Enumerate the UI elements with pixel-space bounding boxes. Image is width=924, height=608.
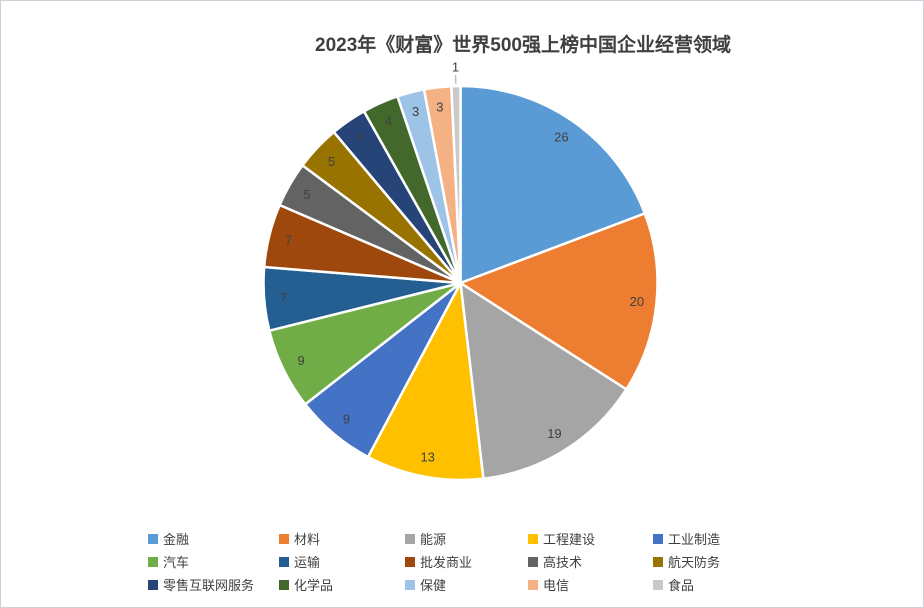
legend-swatch-icon (148, 579, 158, 590)
chart-title: 2023年《财富》世界500强上榜中国企业经营领域 (315, 35, 731, 56)
legend-swatch-icon (279, 579, 289, 590)
legend-swatch-icon (279, 556, 289, 567)
legend-item-工业制造: 工业制造 (653, 529, 803, 548)
data-label-零售互联网服务: 4 (356, 130, 363, 145)
pie-slice-材料 (459, 212, 659, 391)
data-label-材料: 20 (630, 294, 644, 309)
pie-slice-金融 (459, 84, 647, 285)
legend-label: 工程建设 (543, 532, 596, 547)
legend-swatch-icon (279, 533, 289, 544)
legend-item-工程建设: 工程建设 (528, 529, 653, 548)
legend-item-批发商业: 批发商业 (405, 552, 528, 571)
data-label-化学品: 4 (385, 114, 392, 129)
data-label-保健: 3 (412, 104, 419, 119)
legend-swatch-icon (148, 556, 158, 567)
legend-item-能源: 能源 (405, 529, 528, 548)
data-label-电信: 3 (436, 99, 443, 114)
legend-label: 运输 (294, 555, 321, 570)
legend-label: 电信 (543, 578, 570, 593)
data-label-食品: 1 (452, 60, 459, 75)
legend-swatch-icon (653, 556, 663, 567)
data-label-高技术: 5 (303, 187, 310, 202)
chart-legend: 金融 材料 能源 工程建设 工业制造汽车 运输 批发商业 高技术 航天防务零售互联网服务 化学品 保… (148, 527, 803, 596)
legend-label: 高技术 (543, 555, 583, 570)
data-label-运输: 7 (280, 290, 287, 305)
legend-swatch-icon (148, 533, 158, 544)
data-label-金融: 26 (554, 130, 568, 145)
legend-label: 零售互联网服务 (163, 578, 255, 593)
legend-swatch-icon (405, 533, 415, 544)
legend-item-材料: 材料 (279, 529, 405, 548)
legend-label: 航天防务 (668, 555, 721, 570)
legend-swatch-icon (653, 533, 663, 544)
legend-label: 化学品 (294, 578, 334, 593)
legend-swatch-icon (653, 579, 663, 590)
legend-item-保健: 保健 (405, 575, 528, 594)
legend-label: 工业制造 (668, 532, 721, 547)
data-label-航天防务: 5 (328, 154, 335, 169)
legend-swatch-icon (528, 533, 538, 544)
legend-item-航天防务: 航天防务 (653, 552, 803, 571)
legend-swatch-icon (405, 579, 415, 590)
pie-slice-食品 (450, 84, 462, 285)
pie-slice-能源 (459, 281, 628, 480)
legend-item-食品: 食品 (653, 575, 803, 594)
legend-label: 金融 (163, 532, 190, 547)
legend-item-化学品: 化学品 (279, 575, 405, 594)
data-label-工程建设: 13 (420, 450, 434, 465)
legend-label: 保健 (420, 578, 447, 593)
legend-swatch-icon (405, 556, 415, 567)
legend-label: 汽车 (163, 555, 190, 570)
pie-slice-工程建设 (366, 281, 485, 482)
legend-label: 能源 (420, 532, 447, 547)
legend-swatch-icon (528, 579, 538, 590)
legend-item-汽车: 汽车 (148, 552, 279, 571)
legend-item-电信: 电信 (528, 575, 653, 594)
data-label-能源: 19 (547, 426, 561, 441)
legend-label: 批发商业 (420, 555, 473, 570)
data-label-汽车: 9 (298, 353, 305, 368)
legend-item-高技术: 高技术 (528, 552, 653, 571)
legend-swatch-icon (528, 556, 538, 567)
legend-item-金融: 金融 (148, 529, 279, 548)
legend-label: 食品 (668, 578, 695, 593)
legend-item-零售互联网服务: 零售互联网服务 (148, 575, 279, 594)
data-label-工业制造: 9 (343, 411, 350, 426)
legend-item-运输: 运输 (279, 552, 405, 571)
data-label-批发商业: 7 (285, 233, 292, 248)
legend-label: 材料 (294, 532, 321, 547)
